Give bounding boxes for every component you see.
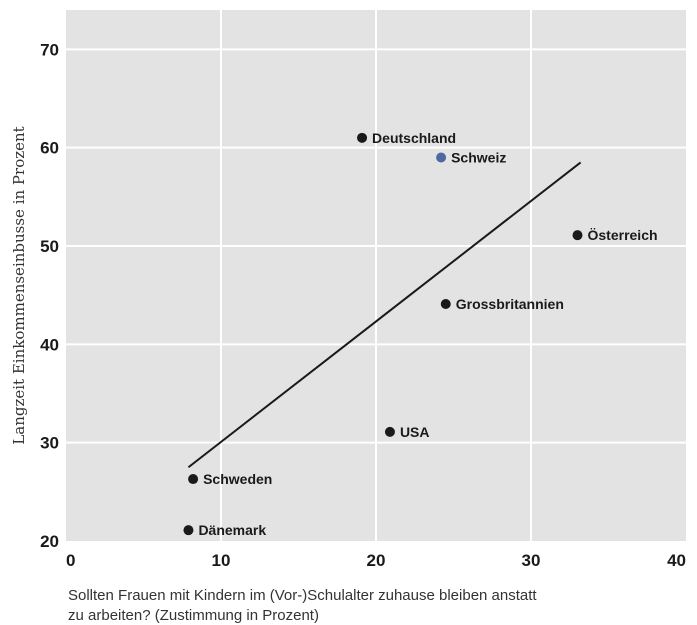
- data-point: [357, 132, 368, 143]
- x-tick-label: 20: [367, 551, 386, 570]
- x-axis-label-line-2: zu arbeiten? (Zustimmung in Prozent): [68, 607, 319, 624]
- data-points: Deutschland Schweiz Österreich Grossbritann…: [183, 130, 658, 538]
- grid-lines: [66, 10, 686, 541]
- trend-line: [187, 161, 582, 469]
- data-point-label: USA: [400, 424, 430, 440]
- data-point-label: Grossbritannien: [456, 296, 564, 312]
- data-point-label: Dänemark: [198, 522, 266, 538]
- x-tick-label: 40: [667, 551, 686, 570]
- y-axis-ticks: 20 30 40 50 60 70: [40, 40, 59, 551]
- data-point-label: Schweiz: [451, 150, 506, 166]
- y-tick-label: 70: [40, 40, 59, 59]
- data-point: [572, 230, 583, 241]
- y-tick-label: 20: [40, 532, 59, 551]
- trend-line-group: [187, 161, 582, 469]
- x-tick-label: 10: [212, 551, 231, 570]
- data-point-label: Österreich: [588, 227, 658, 243]
- data-point: [188, 474, 199, 485]
- data-point: [384, 426, 395, 437]
- data-point: [183, 525, 194, 536]
- x-axis-ticks: 0 10 20 30 40: [66, 551, 686, 570]
- data-point-label: Schweden: [203, 471, 272, 487]
- data-point: [440, 299, 451, 310]
- y-tick-label: 50: [40, 237, 59, 256]
- y-tick-label: 30: [40, 434, 59, 453]
- y-tick-label: 60: [40, 139, 59, 158]
- x-axis-label-line-1: Sollten Frauen mit Kindern im (Vor-)Schu…: [68, 587, 537, 604]
- data-point-label: Deutschland: [372, 130, 456, 146]
- x-tick-label: 30: [522, 551, 541, 570]
- x-tick-label: 0: [66, 551, 75, 570]
- y-axis-label: Langzeit Einkommenseinbusse in Prozent: [10, 126, 28, 444]
- data-point: [436, 152, 447, 163]
- y-tick-label: 40: [40, 335, 59, 354]
